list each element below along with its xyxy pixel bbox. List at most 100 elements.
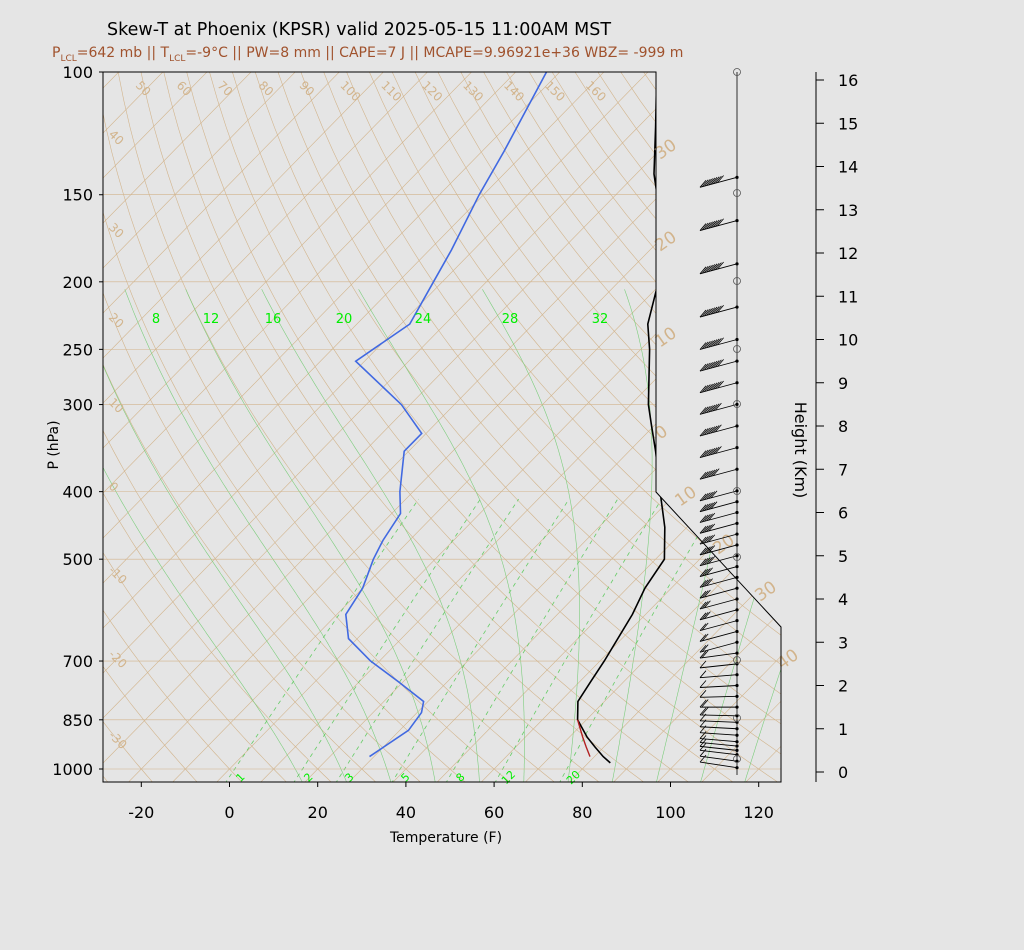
moist-adiabat-label: 28 xyxy=(502,312,519,327)
temperature-tick-label: 0 xyxy=(224,803,234,822)
wind-barb-feather xyxy=(706,383,713,392)
wind-barb-feather xyxy=(704,535,711,544)
dry-adiabat-line xyxy=(103,72,512,782)
wind-barb-feather xyxy=(699,536,707,545)
height-axis-label: Height (Km) xyxy=(791,402,810,499)
wind-barb-feather xyxy=(699,363,707,372)
moist-adiabat-line xyxy=(261,289,480,782)
isotherm-line xyxy=(103,72,620,782)
height-tick-label: 9 xyxy=(838,374,848,393)
wind-level-dot xyxy=(735,744,739,748)
wind-barb-feather xyxy=(712,468,720,476)
wind-barb-feather xyxy=(717,175,724,183)
wind-barb-feather xyxy=(710,425,718,434)
wind-barb-feather xyxy=(699,309,707,318)
wind-barb-feather xyxy=(715,402,722,411)
height-tick-label: 0 xyxy=(838,763,848,782)
wind-barb-feather xyxy=(706,362,713,370)
wind-barb-feather xyxy=(715,446,722,454)
isotherm-line xyxy=(0,56,90,783)
dry-adiabat-line xyxy=(103,72,200,782)
wind-barb-feather xyxy=(704,524,711,533)
pressure-tick-label: 700 xyxy=(62,652,93,671)
dry-adiabat-line xyxy=(103,72,334,782)
wind-barb-feather xyxy=(704,611,711,619)
temperature-tick-label: 20 xyxy=(308,803,328,822)
wind-barb-feather xyxy=(701,699,709,707)
dry-adiabat-line xyxy=(103,72,423,782)
wind-barb-feather xyxy=(701,406,709,415)
wind-barb-feather xyxy=(708,339,716,348)
calm-wind-circle xyxy=(733,755,741,763)
wind-barb-feather xyxy=(706,470,713,478)
wind-barb xyxy=(699,360,738,372)
wind-barb xyxy=(699,447,738,459)
wind-barb-feather xyxy=(699,471,707,480)
wind-barb-feather xyxy=(710,468,718,477)
wind-barb-feather xyxy=(708,469,716,478)
wind-barb-feather xyxy=(701,514,709,523)
pressure-tick-label: 400 xyxy=(62,483,93,502)
temperature-tick-label: 60 xyxy=(484,803,504,822)
wind-barb-feather xyxy=(699,515,707,523)
wind-barb-feather xyxy=(704,557,711,565)
height-tick-label: 8 xyxy=(838,417,848,436)
wind-barb xyxy=(699,576,738,588)
wind-barb xyxy=(699,425,738,437)
wind-barb-feather xyxy=(701,428,709,436)
wind-barb-feather xyxy=(706,556,713,565)
wind-barb-feather xyxy=(717,380,724,389)
wind-barb-feather xyxy=(710,501,718,509)
wind-barb-feather xyxy=(706,340,713,348)
wind-barb-feather xyxy=(704,405,711,414)
moist-adiabat-line xyxy=(103,289,304,782)
wind-barb-feather xyxy=(710,177,718,185)
wind-barb-feather xyxy=(701,222,709,231)
plot-frame xyxy=(102,71,782,783)
wind-barb-feather xyxy=(704,341,711,349)
wind-barb-feather xyxy=(701,179,709,187)
wind-barb-feather xyxy=(704,589,711,598)
wind-barb-feather xyxy=(701,601,709,609)
wind-barb-feather xyxy=(704,265,711,273)
height-tick-label: 2 xyxy=(838,677,848,696)
height-tick-label: 15 xyxy=(838,114,858,133)
wind-barb-feather xyxy=(712,219,720,228)
wind-barb-feather xyxy=(712,360,720,368)
mixing-ratio-line xyxy=(334,498,519,782)
wind-barb-feather xyxy=(701,363,709,371)
calm-wind-circle xyxy=(733,553,741,561)
wind-barb-feather xyxy=(704,308,711,317)
isotherm-line xyxy=(479,72,781,782)
dry-adiabat-line xyxy=(103,72,244,782)
dry-adiabat-line xyxy=(277,72,781,782)
wind-barb-feather xyxy=(708,545,716,553)
wind-barb-feather xyxy=(710,306,718,315)
height-tick-label: 14 xyxy=(838,158,858,177)
isotherm-line xyxy=(611,72,781,782)
isotherm-line xyxy=(567,72,781,782)
dry-adiabat-line xyxy=(254,72,781,782)
wind-barb-feather xyxy=(708,447,716,456)
wind-barb xyxy=(699,566,738,577)
wind-barb-feather xyxy=(699,707,707,716)
temperature-tick-label: 40 xyxy=(396,803,416,822)
dry-adiabat-line xyxy=(849,72,1024,784)
wind-barb-feather xyxy=(708,523,716,532)
moist-adiabat-line xyxy=(482,289,580,782)
wind-barb-feather xyxy=(708,361,716,369)
wind-barb xyxy=(699,641,738,653)
wind-barb-feather xyxy=(699,680,707,688)
wind-barb-feather xyxy=(708,512,716,521)
tlcl-value: =-9°C || PW=8 mm || CAPE=7 J || MCAPE=9.… xyxy=(185,45,684,61)
wind-barb-feather xyxy=(699,180,707,188)
wind-barb-feather xyxy=(699,670,707,678)
wind-barb-feather xyxy=(706,545,713,554)
wind-barb xyxy=(699,176,738,188)
isotherm-line xyxy=(103,72,752,782)
wind-barb-feather xyxy=(704,600,711,609)
wind-barb-feather xyxy=(699,547,707,556)
isotherm-line xyxy=(832,56,1024,783)
height-tick-label: 11 xyxy=(838,287,858,306)
